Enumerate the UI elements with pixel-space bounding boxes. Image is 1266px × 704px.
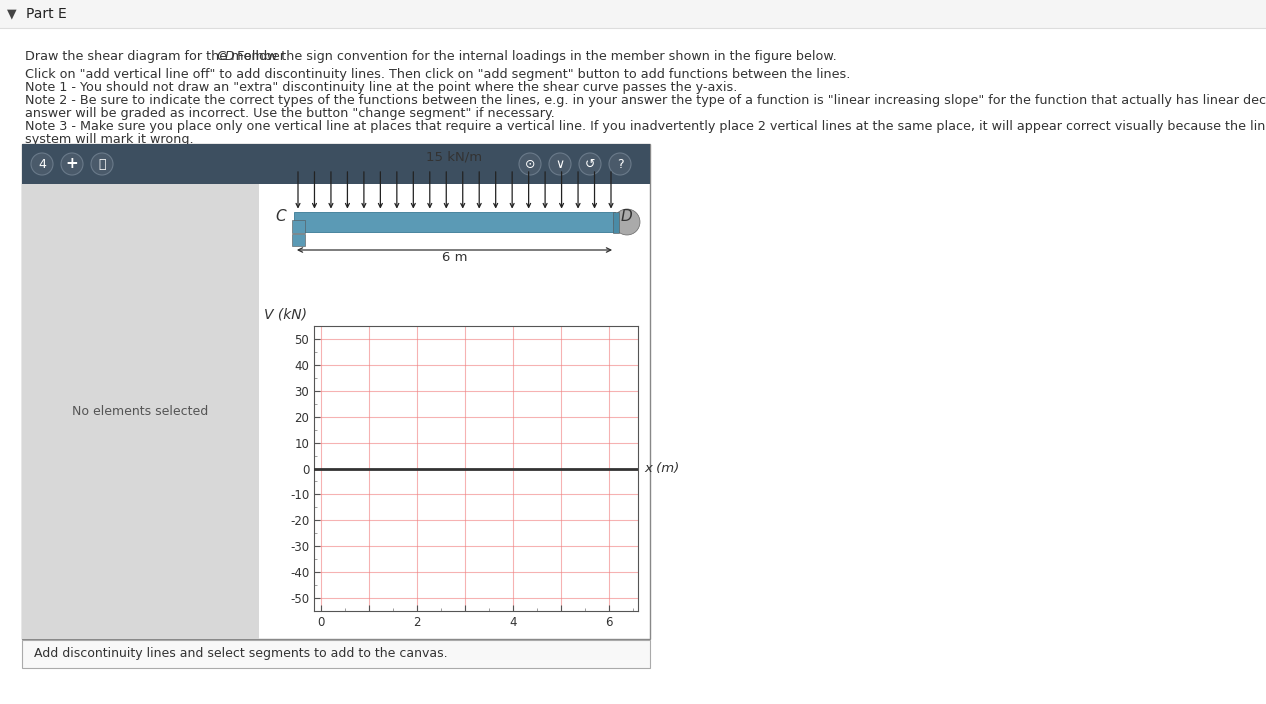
Text: V (kN): V (kN) <box>265 308 306 322</box>
Text: x (m): x (m) <box>644 462 680 475</box>
Circle shape <box>609 153 630 175</box>
Bar <box>22 144 649 639</box>
Bar <box>22 184 260 639</box>
Text: D: D <box>622 209 633 224</box>
Text: Draw the shear diagram for the member: Draw the shear diagram for the member <box>25 50 289 63</box>
Text: C: C <box>276 209 286 224</box>
Text: ↺: ↺ <box>585 158 595 170</box>
Circle shape <box>549 153 571 175</box>
Circle shape <box>91 153 113 175</box>
Bar <box>292 220 305 233</box>
Text: Note 3 - Make sure you place only one vertical line at places that require a ver: Note 3 - Make sure you place only one ve… <box>25 120 1266 133</box>
Text: 6 m: 6 m <box>442 251 467 264</box>
Bar <box>0 0 1266 28</box>
Text: ⊙: ⊙ <box>524 158 536 170</box>
Text: +: + <box>66 156 78 172</box>
Text: No elements selected: No elements selected <box>72 405 209 418</box>
Text: 4: 4 <box>38 158 46 170</box>
Bar <box>613 212 619 233</box>
Bar <box>292 234 305 246</box>
Circle shape <box>579 153 601 175</box>
Text: 🗑: 🗑 <box>99 158 106 170</box>
Text: CD: CD <box>216 50 235 63</box>
Text: Note 1 - You should not draw an "extra" discontinuity line at the point where th: Note 1 - You should not draw an "extra" … <box>25 81 737 94</box>
Text: ▼: ▼ <box>8 8 16 20</box>
Circle shape <box>614 209 641 235</box>
Text: answer will be graded as incorrect. Use the button "change segment" if necessary: answer will be graded as incorrect. Use … <box>25 107 555 120</box>
Bar <box>22 640 649 668</box>
Circle shape <box>30 153 53 175</box>
Text: ∨: ∨ <box>556 158 565 170</box>
Circle shape <box>519 153 541 175</box>
Text: 15 kN/m: 15 kN/m <box>427 151 482 164</box>
Text: Note 2 - Be sure to indicate the correct types of the functions between the line: Note 2 - Be sure to indicate the correct… <box>25 94 1266 107</box>
Text: . Follow the sign convention for the internal loadings in the member shown in th: . Follow the sign convention for the int… <box>229 50 837 63</box>
Text: Click on "add vertical line off" to add discontinuity lines. Then click on "add : Click on "add vertical line off" to add … <box>25 68 851 81</box>
Bar <box>22 144 649 184</box>
Circle shape <box>61 153 84 175</box>
Text: ?: ? <box>617 158 623 170</box>
Bar <box>294 212 615 232</box>
Text: system will mark it wrong.: system will mark it wrong. <box>25 133 194 146</box>
Text: Part E: Part E <box>27 7 67 21</box>
Text: Add discontinuity lines and select segments to add to the canvas.: Add discontinuity lines and select segme… <box>34 648 448 660</box>
